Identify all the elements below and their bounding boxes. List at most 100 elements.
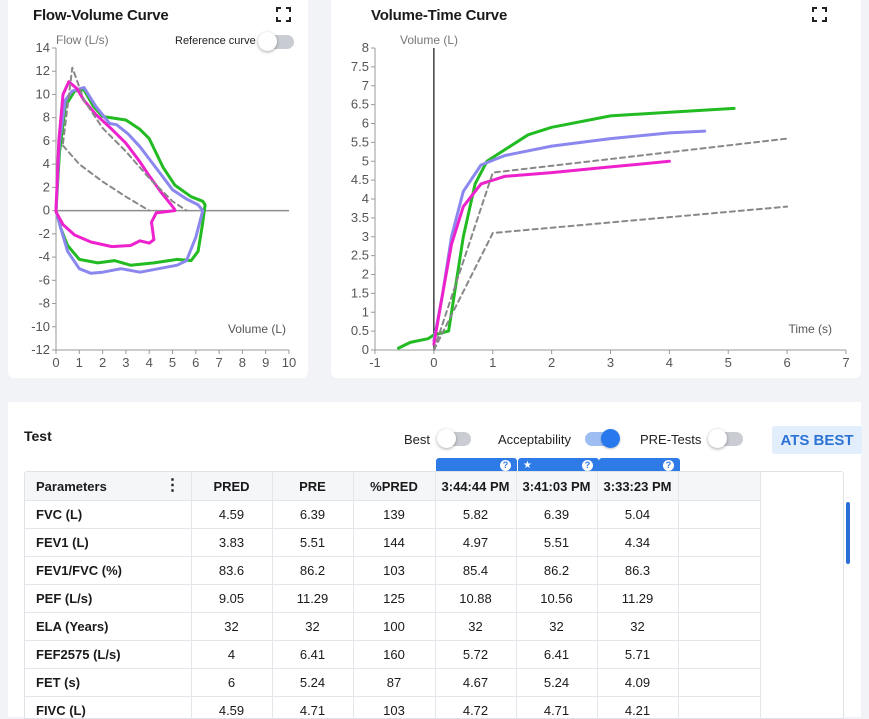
column-header-pred: PRED — [191, 472, 272, 501]
value-cell: 32 — [597, 613, 678, 641]
y-tick-label: -12 — [31, 342, 50, 357]
value-cell — [678, 585, 760, 613]
best-toggle[interactable] — [439, 432, 471, 446]
scrollbar-thumb[interactable] — [846, 502, 850, 564]
value-cell: 5.24 — [272, 669, 353, 697]
y-tick-label: 5.5 — [351, 134, 369, 149]
value-cell: 5.71 — [597, 641, 678, 669]
value-cell: 125 — [353, 585, 435, 613]
value-cell: 4.59 — [191, 697, 272, 719]
value-cell: 103 — [353, 697, 435, 719]
acceptability-toggle[interactable] — [585, 432, 618, 446]
x-tick-label: 0 — [430, 355, 437, 370]
value-cell: 32 — [435, 613, 516, 641]
y-tick-label: 6 — [362, 116, 369, 131]
value-cell: 10.88 — [435, 585, 516, 613]
value-cell: 32 — [516, 613, 597, 641]
column-header-parameters: Parameters⋮ — [25, 472, 191, 501]
value-cell: 87 — [353, 669, 435, 697]
column-header-trial[interactable]: 3:44:44 PM — [435, 472, 516, 501]
y-tick-label: 4 — [43, 156, 50, 171]
column-header-trial[interactable]: 3:33:23 PM — [597, 472, 678, 501]
value-cell: 3.83 — [191, 529, 272, 557]
value-cell: 6.39 — [516, 501, 597, 529]
x-tick-label: 6 — [784, 355, 791, 370]
y-tick-label: 1 — [362, 304, 369, 319]
y-tick-label: 0 — [43, 203, 50, 218]
value-cell: 9.05 — [191, 585, 272, 613]
value-cell: 11.29 — [272, 585, 353, 613]
y-tick-label: 8 — [43, 110, 50, 125]
y-axis-label: Volume (L) — [400, 33, 458, 47]
pretests-toggle[interactable] — [710, 432, 743, 446]
column-header-empty — [678, 472, 760, 501]
value-cell: 86.3 — [597, 557, 678, 585]
x-tick-label: 4 — [146, 355, 153, 370]
column-header-trial[interactable]: 3:41:03 PM — [516, 472, 597, 501]
x-tick-label: 6 — [192, 355, 199, 370]
best-label: Best — [404, 432, 430, 447]
y-tick-label: 7 — [362, 78, 369, 93]
parameter-name-cell: FVC (L) — [25, 501, 191, 529]
help-icon[interactable]: ? — [663, 460, 674, 471]
column-header-pre: PRE — [272, 472, 353, 501]
value-cell: 5.72 — [435, 641, 516, 669]
value-cell: 5.24 — [516, 669, 597, 697]
value-cell: 6 — [191, 669, 272, 697]
x-tick-label: 3 — [122, 355, 129, 370]
y-tick-label: 12 — [36, 63, 50, 78]
parameters-table-container: Parameters⋮ PRED PRE %PRED 3:44:44 PM 3:… — [24, 471, 844, 719]
y-tick-label: 5 — [362, 153, 369, 168]
y-tick-label: -8 — [38, 296, 50, 311]
y-tick-label: 8 — [362, 40, 369, 55]
value-cell: 6.41 — [272, 641, 353, 669]
column-header-pct-pred: %PRED — [353, 472, 435, 501]
x-tick-label: -1 — [369, 355, 381, 370]
value-cell: 4.71 — [272, 697, 353, 719]
value-cell: 5.82 — [435, 501, 516, 529]
help-icon[interactable]: ? — [500, 460, 511, 471]
y-tick-label: 1.5 — [351, 285, 369, 300]
value-cell: 4.72 — [435, 697, 516, 719]
value-cell: 86.2 — [272, 557, 353, 585]
pretests-label: PRE-Tests — [640, 432, 701, 447]
value-cell: 5.04 — [597, 501, 678, 529]
y-tick-label: -10 — [31, 319, 50, 334]
value-cell: 11.29 — [597, 585, 678, 613]
parameter-name-cell: FEF2575 (L/s) — [25, 641, 191, 669]
help-icon[interactable]: ? — [582, 460, 593, 471]
y-tick-label: -2 — [38, 226, 50, 241]
value-cell — [678, 641, 760, 669]
y-tick-label: 0 — [362, 342, 369, 357]
value-cell: 5.51 — [272, 529, 353, 557]
value-cell: 160 — [353, 641, 435, 669]
x-tick-label: 9 — [262, 355, 269, 370]
y-tick-label: 0.5 — [351, 323, 369, 338]
ats-best-button[interactable]: ATS BEST — [772, 426, 862, 454]
more-options-icon[interactable]: ⋮ — [165, 479, 181, 493]
y-tick-label: 10 — [36, 86, 50, 101]
parameters-table: Parameters⋮ PRED PRE %PRED 3:44:44 PM 3:… — [25, 472, 761, 719]
y-tick-label: 2 — [43, 179, 50, 194]
parameter-name-cell: FEV1/FVC (%) — [25, 557, 191, 585]
value-cell — [678, 669, 760, 697]
value-cell: 139 — [353, 501, 435, 529]
value-cell — [678, 613, 760, 641]
series-line-3-33-23-pm — [434, 161, 670, 344]
value-cell: 4.59 — [191, 501, 272, 529]
value-cell: 4 — [191, 641, 272, 669]
x-tick-label: 8 — [239, 355, 246, 370]
y-tick-label: 7.5 — [351, 59, 369, 74]
y-tick-label: 2 — [362, 267, 369, 282]
x-tick-label: 1 — [76, 355, 83, 370]
value-cell: 85.4 — [435, 557, 516, 585]
